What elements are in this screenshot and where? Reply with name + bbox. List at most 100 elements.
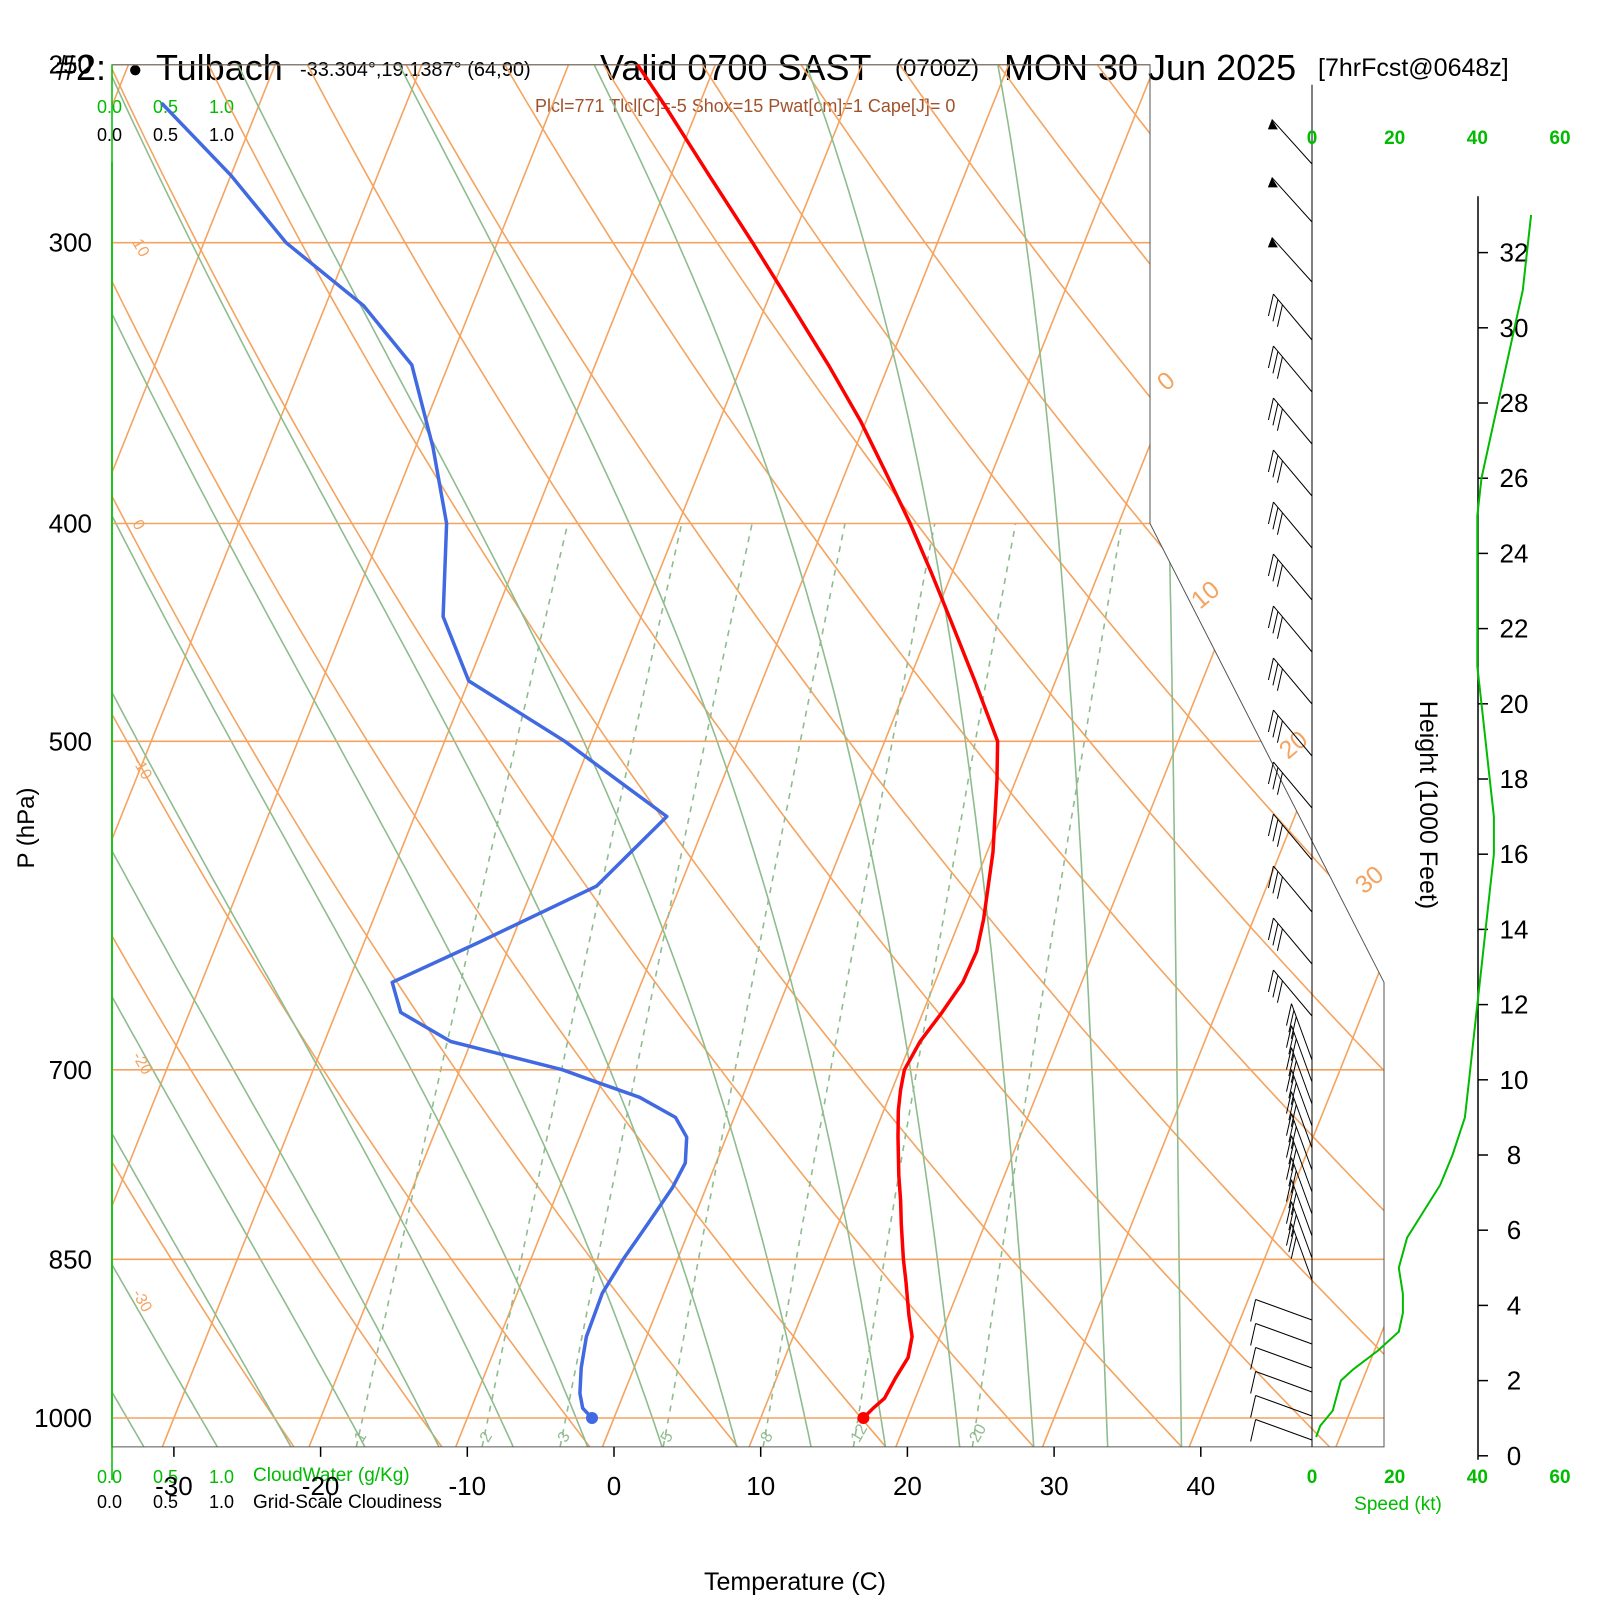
speed-tick-bottom: 0 xyxy=(1307,1467,1318,1488)
wind-barb-feather xyxy=(1276,460,1283,483)
station-bullet: ● xyxy=(128,56,143,83)
mixing-ratio-label: 2 xyxy=(477,1429,496,1445)
wind-barb-feather xyxy=(1267,553,1274,577)
wind-barb-feather xyxy=(1272,351,1279,374)
moist-adiabat-line xyxy=(112,64,449,1447)
wind-barb-feather xyxy=(1267,345,1274,369)
wind-barb xyxy=(1271,177,1313,223)
height-tick-label: 26 xyxy=(1500,463,1529,493)
pressure-tick-label: 1000 xyxy=(34,1403,92,1433)
wind-barb-feather xyxy=(1272,819,1279,842)
pressure-tick-label: 400 xyxy=(49,509,92,539)
isotherm-line xyxy=(447,64,1026,1447)
wind-barb-feather xyxy=(1267,657,1274,681)
temperature-surface-marker xyxy=(857,1412,870,1424)
wind-barb-feather xyxy=(1290,1214,1297,1237)
station-name: Tulbach xyxy=(156,47,283,88)
wind-barb-feather xyxy=(1272,715,1279,738)
wind-barb-feather xyxy=(1267,969,1274,993)
wind-barb xyxy=(1273,657,1313,705)
wind-barb-feather xyxy=(1267,917,1274,941)
height-tick-label: 6 xyxy=(1507,1215,1521,1245)
isotherm-line xyxy=(300,64,879,1447)
cloudwater-tick: 0.5 xyxy=(153,1467,178,1487)
wind-barb-feather xyxy=(1290,1236,1297,1259)
wind-barb-feather xyxy=(1250,1371,1257,1394)
wind-barb-feather xyxy=(1272,299,1279,322)
wind-barb-feather xyxy=(1285,1135,1292,1158)
wind-barb-feather xyxy=(1272,871,1279,894)
cloudiness-tick: 1.0 xyxy=(209,125,234,145)
wind-barb-pennant xyxy=(1267,119,1278,130)
cloud-axis-bottom: 0.0 0.5 1.0 CloudWater (g/Kg) 0.0 0.5 1.… xyxy=(97,1465,442,1513)
speed-tick-top: 20 xyxy=(1384,128,1405,149)
mixing-ratio-line xyxy=(481,523,683,1447)
station-coords: -33.304°,19.1387° (64,90) xyxy=(300,59,531,81)
speed-tick-top: 60 xyxy=(1549,128,1570,149)
wind-barb-feather xyxy=(1272,975,1279,998)
wind-barb xyxy=(1273,293,1313,341)
cloud-axis-top: 0.0 0.5 1.0 0.0 0.5 1.0 xyxy=(97,97,234,145)
isotherm-line xyxy=(1475,25,1600,1466)
wind-barb-feather xyxy=(1250,1347,1257,1370)
moist-adiabat-line xyxy=(217,64,816,1447)
cloudiness-tick: 0.5 xyxy=(153,125,178,145)
speed-tick-bottom: 60 xyxy=(1549,1467,1570,1488)
dry-adiabat-line xyxy=(112,64,754,1447)
wind-barb-feather xyxy=(1272,507,1279,530)
wind-barb-feather xyxy=(1288,1208,1295,1231)
wind-barb-feather xyxy=(1276,304,1283,327)
dry-adiabat-line xyxy=(112,64,308,1447)
wind-barb-feather xyxy=(1272,923,1279,946)
mixing-ratio-label: 12 xyxy=(848,1421,872,1445)
wind-barb-feather xyxy=(1290,1060,1297,1083)
cloudiness-label: Grid-Scale Cloudiness xyxy=(253,1492,442,1513)
wind-barb xyxy=(1291,1223,1313,1281)
valid-zulu: (0700Z) xyxy=(895,55,979,82)
cloudwater-tick: 1.0 xyxy=(209,1467,234,1487)
temperature-line xyxy=(636,63,1000,1420)
isotherm-line xyxy=(1327,64,1384,1447)
height-tick-label: 24 xyxy=(1500,538,1529,568)
speed-tick-bottom: 20 xyxy=(1384,1467,1405,1488)
wind-barb-feather xyxy=(1276,772,1283,795)
dry-adiabat-line xyxy=(1555,25,1600,1466)
wind-barb xyxy=(1291,1135,1313,1193)
plot-frame xyxy=(111,64,1385,1448)
moist-adiabat-line xyxy=(112,64,670,1447)
wind-barb-feather xyxy=(1267,293,1274,317)
mixing-ratio-label: 1 xyxy=(351,1429,370,1445)
temperature-tick-label: 40 xyxy=(1186,1471,1215,1501)
isotherm-line xyxy=(740,64,1319,1447)
wind-barb xyxy=(1255,1395,1313,1417)
moist-adiabat-line xyxy=(112,64,523,1447)
mixing-ratio-line xyxy=(971,523,1123,1447)
mixing-ratio-label: 8 xyxy=(758,1429,777,1445)
wind-barb-feather xyxy=(1276,876,1283,899)
wind-barb-feather xyxy=(1285,1223,1292,1246)
mixing-ratio-line xyxy=(355,523,569,1447)
pressure-tick-label: 850 xyxy=(49,1244,92,1274)
wind-barb-feather xyxy=(1267,501,1274,525)
dry-adiabat-line xyxy=(383,64,1384,1447)
height-tick-label: 10 xyxy=(1500,1065,1529,1095)
sounding-indices: Plcl=771 Tlcl[C]=-5 Shox=15 Pwat[cm]=1 C… xyxy=(535,96,955,116)
wind-barb-feather xyxy=(1272,559,1279,582)
speed-tick-top: 40 xyxy=(1467,128,1488,149)
height-tick-label: 20 xyxy=(1500,689,1529,719)
dry-adiabat-line xyxy=(481,64,1384,1447)
wind-barb-feather xyxy=(1288,1142,1295,1165)
moist-adiabat-line xyxy=(0,25,8,1466)
isotherm-label: 10 xyxy=(1186,575,1225,614)
height-tick-label: 22 xyxy=(1500,614,1529,644)
wind-barb-feather xyxy=(1290,1126,1297,1149)
moist-adiabat-line xyxy=(989,64,1110,1447)
height-tick-label: 2 xyxy=(1507,1366,1521,1396)
wind-barb xyxy=(1271,237,1313,283)
wind-barb-pennant xyxy=(1267,177,1278,188)
wind-barb xyxy=(1255,1419,1313,1441)
wind-barb-feather xyxy=(1288,1230,1295,1253)
wind-barb-feather xyxy=(1276,616,1283,639)
wind-barb-feather xyxy=(1288,1164,1295,1187)
